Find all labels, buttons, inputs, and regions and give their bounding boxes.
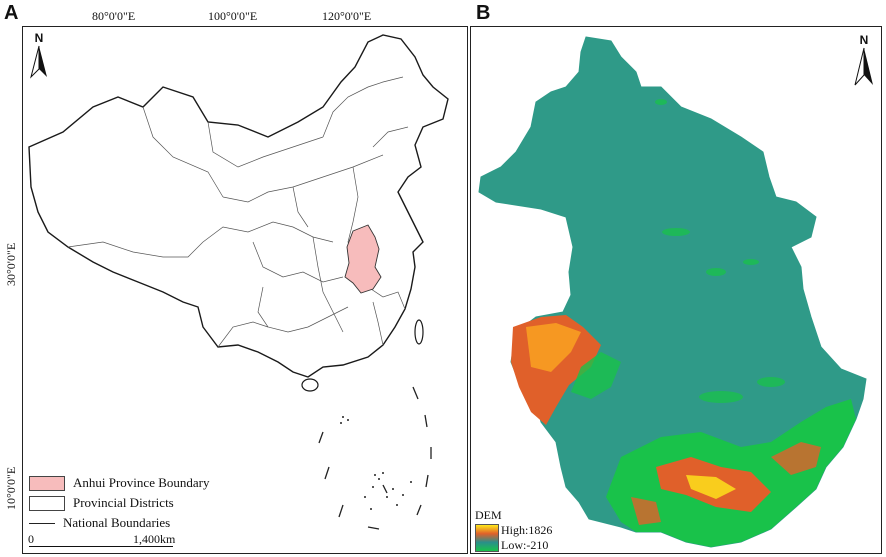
legend-provincial: Provincial Districts (29, 495, 174, 511)
scale-end-label: 1,400km (133, 532, 176, 546)
legend-anhui: Anhui Province Boundary (29, 475, 209, 491)
north-label-a: N (34, 31, 44, 45)
panel-a-letter: A (4, 2, 19, 24)
north-arrow-b: N (853, 33, 875, 90)
map-frame-b: N DEM High:1826 Low:-210 (470, 26, 882, 554)
dem-color-ramp (475, 524, 499, 552)
lat-label-30: 30°0'0"E (4, 242, 18, 286)
dem-legend-title: DEM (475, 508, 502, 522)
lon-label-120: 120°0'0"E (322, 9, 372, 23)
dem-low-label: Low:-210 (501, 538, 549, 552)
scale-bar: 0 1,400km (28, 532, 179, 549)
anhui-dem-map (478, 36, 867, 548)
map-frame-a: N Anhui Province Boundary Provincial Dis… (22, 26, 468, 554)
north-arrow-a: N (29, 31, 49, 82)
legend-national: National Boundaries (29, 515, 170, 531)
north-label-b: N (859, 33, 869, 47)
anhui-province-shape (344, 224, 382, 294)
hainan-island (301, 378, 319, 392)
legend-label-anhui: Anhui Province Boundary (73, 475, 210, 490)
china-map (28, 34, 449, 530)
panel-b-letter: B (476, 2, 491, 24)
lat-label-10: 10°0'0"E (4, 466, 18, 510)
lon-label-100: 100°0'0"E (208, 9, 258, 23)
nine-dash-line (318, 386, 432, 530)
scale-start-label: 0 (28, 532, 34, 546)
legend-swatch-provincial (29, 495, 65, 511)
north-arrow-icon (30, 45, 47, 79)
north-arrow-icon (854, 47, 873, 86)
legend-label-provincial: Provincial Districts (73, 495, 174, 510)
dem-high-label: High:1826 (501, 523, 553, 537)
sea-islands (340, 416, 412, 510)
legend-label-national: National Boundaries (63, 515, 171, 530)
national-boundary (28, 34, 449, 378)
taiwan-island (414, 319, 424, 345)
legend-swatch-anhui (29, 475, 65, 491)
legend-line-national (29, 522, 55, 524)
lon-label-80: 80°0'0"E (92, 9, 136, 23)
scale-line (29, 546, 173, 547)
